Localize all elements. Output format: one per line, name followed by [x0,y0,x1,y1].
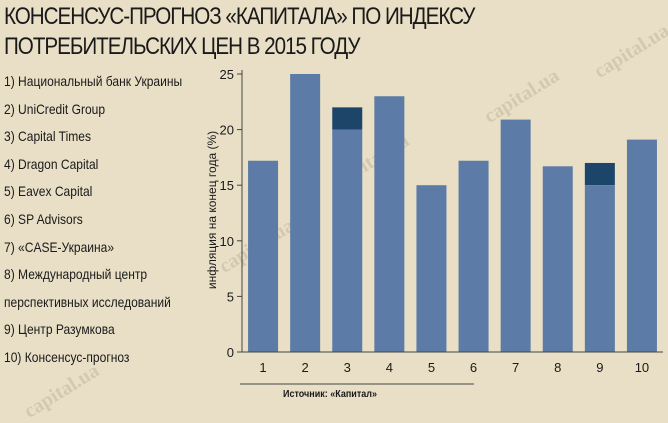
bar-range-segment [332,107,363,130]
legend-item: 6) SP Advisors [4,210,83,227]
x-tick-label: 7 [512,360,519,375]
legend: 1) Национальный банк Украины 2) UniCredi… [4,68,211,372]
y-tick-label: 20 [220,123,234,138]
bar-range-segment [584,162,615,186]
legend-item: 9) Центр Разумкова [4,321,115,338]
legend-item: 3) Capital Times [4,128,91,145]
bar [626,139,657,352]
bar [458,160,489,352]
bar [584,185,615,352]
y-tick-label: 15 [220,178,234,193]
bar [290,74,321,352]
title-line-1: КОНСЕНСУС-ПРОГНОЗ «КАПИТАЛА» ПО ИНДЕКСУ [4,3,475,30]
source-note: Источник: «Капитал» [283,389,377,400]
y-tick-label: 5 [227,289,234,304]
x-tick-label: 8 [554,360,561,375]
legend-item: 7) «CASE-Украина» [4,238,115,255]
x-tick-label: 3 [344,360,351,375]
legend-item: 1) Национальный банк Украины [4,73,183,89]
y-tick-label: 25 [220,67,234,82]
x-tick-label: 5 [428,360,435,375]
chart-title: КОНСЕНСУС-ПРОГНОЗ «КАПИТАЛА» ПО ИНДЕКСУ … [4,2,475,62]
bar [500,119,531,352]
legend-item: 2) UniCredit Group [4,100,106,117]
x-tick-label: 6 [470,360,477,375]
bar [374,96,405,353]
x-tick-label: 1 [259,360,266,375]
legend-item: перспективных исследований [4,293,171,310]
x-tick-label: 4 [386,360,393,375]
y-axis-label: инфляция на конец года (%) [205,131,219,289]
bar [416,185,447,352]
x-tick-label: 2 [302,360,309,375]
x-tick-label: 10 [635,360,649,375]
legend-item: 5) Eavex Capital [4,183,93,200]
legend-item: 4) Dragon Capital [4,155,99,172]
title-line-2: ПОТРЕБИТЕЛЬСКИХ ЦЕН В 2015 ГОДУ [4,33,360,60]
bar [542,166,573,352]
legend-item: 8) Международный центр [4,266,148,283]
bar [332,129,363,352]
legend-item: 10) Консенсус-прогноз [4,348,130,365]
bar [248,160,279,352]
y-tick-label: 0 [227,345,234,360]
y-tick-label: 10 [220,234,234,249]
x-tick-label: 9 [596,360,603,375]
